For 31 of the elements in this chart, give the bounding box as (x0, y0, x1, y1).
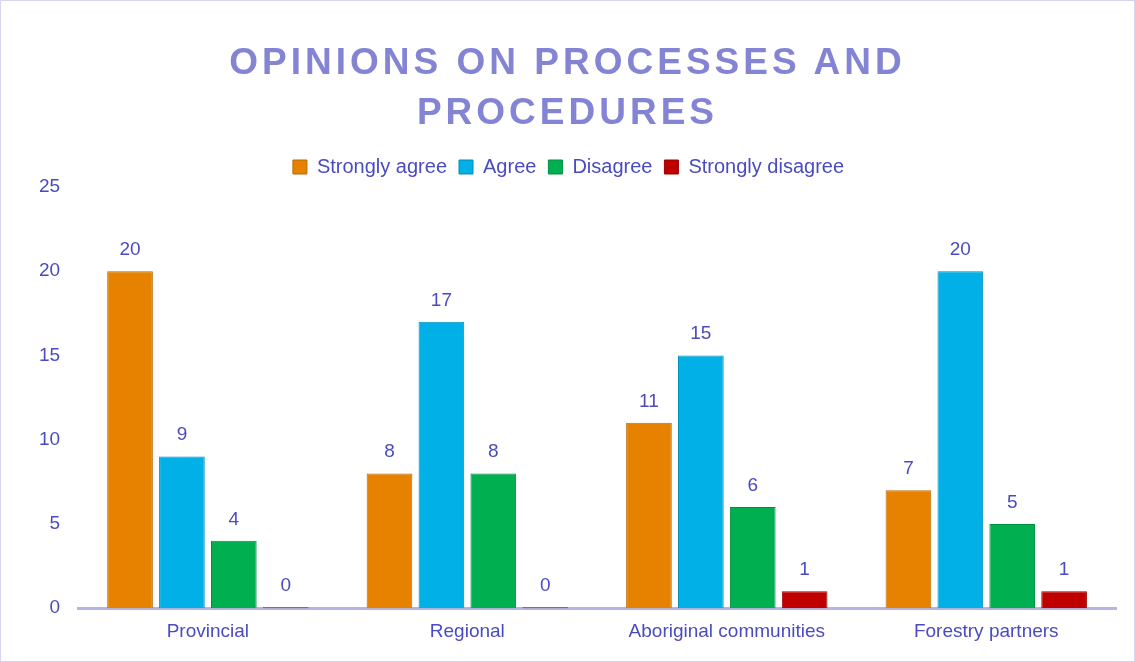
x-tick-label: Forestry partners (913, 619, 1059, 641)
data-label: 0 (280, 573, 291, 595)
x-tick-label: Aboriginal communities (628, 619, 826, 641)
x-tick-label: Provincial (166, 619, 250, 641)
data-label: 17 (430, 288, 452, 310)
chart-title: OPINIONS ON PROCESSES AND PROCEDURES (228, 40, 907, 134)
legend-label: Agree (483, 154, 537, 177)
legend-label: Disagree (572, 154, 653, 177)
y-tick-label: 25 (38, 175, 61, 197)
legend-label: Strongly disagree (688, 154, 845, 177)
data-label: 8 (384, 440, 395, 462)
legend-label: Strongly agree (316, 154, 448, 177)
data-label: 9 (176, 423, 188, 445)
data-label: 15 (690, 322, 712, 344)
data-label: 20 (949, 237, 971, 259)
data-label: 0 (539, 573, 551, 595)
y-tick-label: 0 (49, 596, 61, 618)
y-tick-label: 15 (38, 343, 61, 365)
data-label: 5 (1006, 490, 1018, 512)
data-label: 4 (228, 507, 240, 529)
data-label: 1 (799, 558, 810, 580)
y-tick-label: 5 (49, 512, 61, 534)
data-label: 8 (487, 440, 499, 462)
data-label: 11 (639, 389, 659, 411)
data-label: 6 (747, 473, 759, 495)
data-label: 20 (119, 237, 141, 259)
y-tick-label: 10 (38, 427, 61, 449)
y-tick-label: 20 (38, 259, 61, 281)
data-label: 1 (1058, 558, 1070, 580)
x-tick-label: Regional (429, 619, 505, 641)
data-label: 7 (903, 457, 914, 478)
